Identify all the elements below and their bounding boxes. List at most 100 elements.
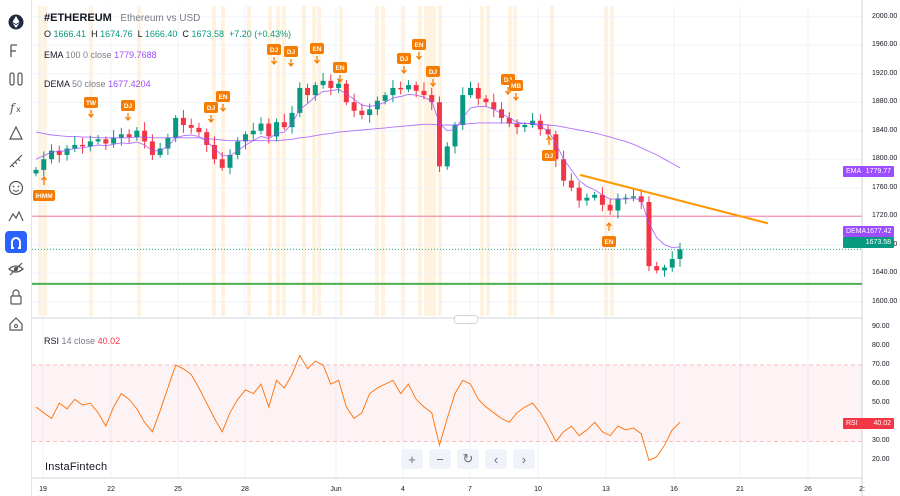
zoom-out-button[interactable]: − <box>429 449 451 469</box>
dema-line <box>35 88 681 249</box>
candle-body <box>305 87 311 96</box>
pattern-marker-below: EN <box>602 221 616 247</box>
candle-body <box>436 102 442 167</box>
marker-arrow-up <box>41 175 47 185</box>
pattern-marker-above: DJ <box>284 46 298 68</box>
candle-body <box>320 80 326 86</box>
time-axis-label: 4 <box>401 486 405 493</box>
candle-body <box>242 134 248 142</box>
candle-body <box>211 144 217 160</box>
marker-label: DJ <box>400 56 409 63</box>
marker-label: IHMM <box>35 193 52 200</box>
rsi-value: 40.02 <box>97 336 121 346</box>
candle-body <box>33 169 39 174</box>
candle-body <box>142 130 148 142</box>
scroll-forward-button[interactable]: › <box>513 449 535 469</box>
candle-body <box>537 120 543 130</box>
scroll-back-button[interactable]: ‹ <box>485 449 507 469</box>
pattern-marker-above: DJ <box>267 44 281 66</box>
candle-body <box>173 117 179 138</box>
pattern-highlight-band <box>317 6 321 316</box>
marker-label: DJ <box>124 103 133 110</box>
marker-label: TW <box>86 100 97 107</box>
candle-body <box>336 83 342 88</box>
rsi-axis-label: 80.00 <box>872 341 890 349</box>
logo-icon[interactable] <box>5 11 27 33</box>
pane-resize-handle[interactable] <box>454 315 478 324</box>
ema-legend[interactable]: EMA 100 0 close 1779.7688 <box>44 50 157 60</box>
candle-body <box>413 85 419 91</box>
close-value: 1673.58 <box>191 29 224 39</box>
house-icon[interactable] <box>5 313 27 335</box>
time-axis-label: 16 <box>670 486 678 493</box>
ema-tag-label: EMA <box>846 168 862 175</box>
pattern-highlight-band <box>480 6 484 316</box>
time-axis-label: 2: <box>859 486 865 493</box>
candle-body <box>274 122 280 137</box>
lock-icon[interactable] <box>5 258 27 280</box>
pattern-marker-below: IHMM <box>33 175 55 201</box>
magnet-icon[interactable] <box>5 205 27 227</box>
last-price-tag: 1673.58 <box>843 237 894 248</box>
symbol-name[interactable]: #ETHEREUM <box>44 12 112 24</box>
eye-icon[interactable] <box>5 231 27 253</box>
ema-tag-value: 1779.77 <box>865 168 891 175</box>
brush-icon[interactable] <box>5 150 27 172</box>
ema-value: 1779.7688 <box>114 50 157 60</box>
last-tag-value: 1673.58 <box>865 239 891 246</box>
home-icon[interactable] <box>5 286 27 308</box>
rsi-legend[interactable]: RSI 14 close 40.02 <box>44 336 120 346</box>
pattern-icon[interactable] <box>5 122 27 144</box>
price-axis-label: 1960.00 <box>872 41 898 49</box>
marker-arrow-down <box>288 59 294 68</box>
pattern-highlight-band <box>38 6 42 316</box>
candle-body <box>576 187 582 201</box>
time-axis-label: 26 <box>804 486 812 493</box>
rsi-name: RSI <box>44 336 60 346</box>
candle-body <box>219 159 225 168</box>
marker-label: DJ <box>287 49 296 56</box>
marker-badge <box>204 102 218 113</box>
marker-arrow-down <box>208 115 214 124</box>
candle-body <box>592 194 598 198</box>
reset-chart-button[interactable]: ↻ <box>457 449 479 469</box>
candle-body <box>452 125 458 147</box>
marker-label: EN <box>218 94 227 101</box>
candle-body <box>623 197 629 199</box>
marker-label: EN <box>414 42 423 49</box>
candle-body <box>398 87 404 90</box>
zoom-in-button[interactable]: + <box>401 449 423 469</box>
candle-body <box>483 98 489 103</box>
pattern-highlight-band <box>513 6 517 316</box>
cursor-icon[interactable] <box>5 40 27 62</box>
candle-body <box>227 154 233 168</box>
marker-label: DJ <box>270 47 279 54</box>
pattern-highlight-band <box>508 6 512 316</box>
price-axis-label: 1920.00 <box>872 69 898 77</box>
marker-label: EN <box>604 239 613 246</box>
candle-body <box>444 146 450 167</box>
candle-body <box>103 139 109 144</box>
candle-body <box>343 83 349 103</box>
price-axis-label: 1640.00 <box>872 269 898 277</box>
marker-badge <box>509 80 523 91</box>
rsi-value-tag: RSI 40.02 <box>843 418 894 429</box>
candle-body <box>297 87 303 113</box>
price-axis-label: 2000.00 <box>872 12 898 20</box>
marker-arrow-down <box>125 113 131 122</box>
rsi-line <box>35 354 681 462</box>
price-axis-label: 1760.00 <box>872 183 898 191</box>
dema-legend[interactable]: DEMA 50 close 1677.4204 <box>44 79 151 89</box>
marker-arrow-down <box>337 75 343 84</box>
price-axis-label: 1600.00 <box>872 297 898 305</box>
marker-badge <box>333 62 347 73</box>
candle-body <box>568 180 574 188</box>
candle-body <box>235 141 241 155</box>
candle-body <box>111 137 117 144</box>
pattern-highlight-band <box>282 6 286 316</box>
trendline-icon[interactable] <box>5 68 27 90</box>
measure-icon[interactable] <box>5 177 27 199</box>
dema-params: 50 close <box>72 79 106 89</box>
